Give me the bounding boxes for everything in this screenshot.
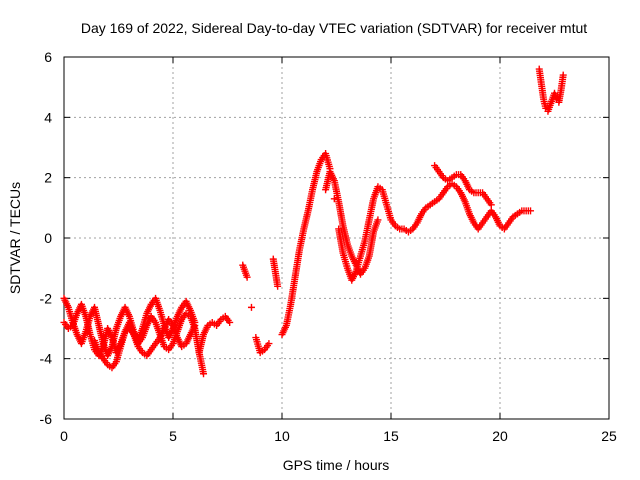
y-tick-label: 2: [44, 170, 52, 186]
x-tick-label: 20: [492, 428, 508, 444]
x-tick-label: 10: [274, 428, 290, 444]
data-point-trace-e: [487, 201, 495, 209]
x-axis-title: GPS time / hours: [283, 457, 390, 473]
data-point-trace-d: [226, 318, 234, 326]
chart-title: Day 169 of 2022, Sidereal Day-to-day VTE…: [81, 20, 587, 36]
x-tick-label: 15: [383, 428, 399, 444]
data-point-trace-d: [243, 273, 251, 281]
y-tick-label: -6: [40, 411, 53, 427]
x-tick-label: 5: [169, 428, 177, 444]
data-point-trace-d: [247, 303, 255, 311]
data-point-trace-e: [374, 216, 382, 224]
y-tick-label: 6: [44, 49, 52, 65]
data-points: [60, 65, 567, 378]
y-tick-label: 4: [44, 109, 52, 125]
y-tick-label: -2: [40, 290, 53, 306]
data-point-trace-d: [274, 282, 282, 290]
data-point-trace-f: [559, 71, 567, 79]
data-point-trace-c: [200, 370, 208, 378]
axis-ticks: 0 5 10 15 20 25 -6 -4 -2 0 2 4 6: [40, 49, 617, 444]
x-tick-label: 25: [601, 428, 617, 444]
y-tick-label: -4: [40, 351, 53, 367]
data-point-trace-d: [330, 195, 338, 203]
y-tick-label: 0: [44, 230, 52, 246]
x-tick-label: 0: [60, 428, 68, 444]
data-point-trace-d: [265, 340, 273, 348]
y-axis-title: SDTVAR / TECUs: [7, 182, 23, 294]
data-point-trace-d: [527, 207, 535, 215]
